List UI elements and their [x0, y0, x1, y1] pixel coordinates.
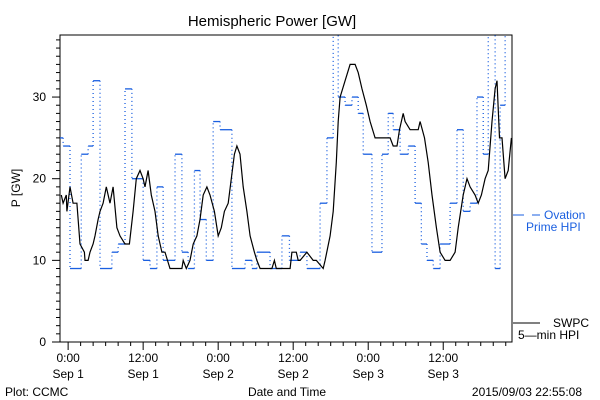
axes — [52, 34, 513, 350]
x-tick-time-label: 0:00 — [206, 351, 230, 365]
x-tick-date-label: Sep 3 — [428, 367, 460, 381]
plot-timestamp: 2015/09/03 22:55:08 — [472, 385, 582, 399]
x-tick-time-label: 12:00 — [278, 351, 308, 365]
legend-swpc-line1: SWPC — [553, 316, 589, 330]
x-tick-time-label: 0:00 — [56, 351, 80, 365]
chart-title: Hemispheric Power [GW] — [188, 13, 356, 30]
y-axis-label: P [GW] — [9, 169, 23, 207]
legend-ovation-line1: Ovation — [544, 208, 585, 222]
y-tick-label: 20 — [33, 172, 47, 186]
x-tick-labels: 0:00 Sep 1 12:00 Sep 1 0:00 Sep 2 12:00 Sep 2 0:… — [52, 351, 459, 381]
legend-ovation-line2: Prime HPI — [526, 220, 581, 234]
plot-credit: Plot: CCMC — [5, 385, 69, 399]
y-tick-label: 10 — [33, 253, 47, 267]
x-tick-date-label: Sep 2 — [278, 367, 310, 381]
y-tick-labels: 0 10 20 30 — [33, 90, 47, 349]
x-tick-date-label: Sep 1 — [127, 367, 159, 381]
y-tick-label: 0 — [39, 335, 46, 349]
x-axis-label: Date and Time — [248, 385, 326, 399]
legend: Ovation Prime HPI SWPC 5—min HPI — [513, 208, 589, 342]
x-tick-time-label: 12:00 — [428, 351, 458, 365]
series-group — [60, 35, 512, 271]
plot-area — [60, 35, 512, 271]
x-tick-date-label: Sep 3 — [353, 367, 385, 381]
y-tick-label: 30 — [33, 90, 47, 104]
x-tick-date-label: Sep 1 — [52, 367, 84, 381]
legend-swpc-line2: 5—min HPI — [518, 328, 579, 342]
x-tick-time-label: 0:00 — [357, 351, 381, 365]
plot-frame — [59, 34, 513, 343]
x-tick-date-label: Sep 2 — [202, 367, 234, 381]
series-swpc-line — [60, 63, 512, 271]
series-ovation — [60, 35, 506, 270]
x-tick-time-label: 12:00 — [128, 351, 158, 365]
